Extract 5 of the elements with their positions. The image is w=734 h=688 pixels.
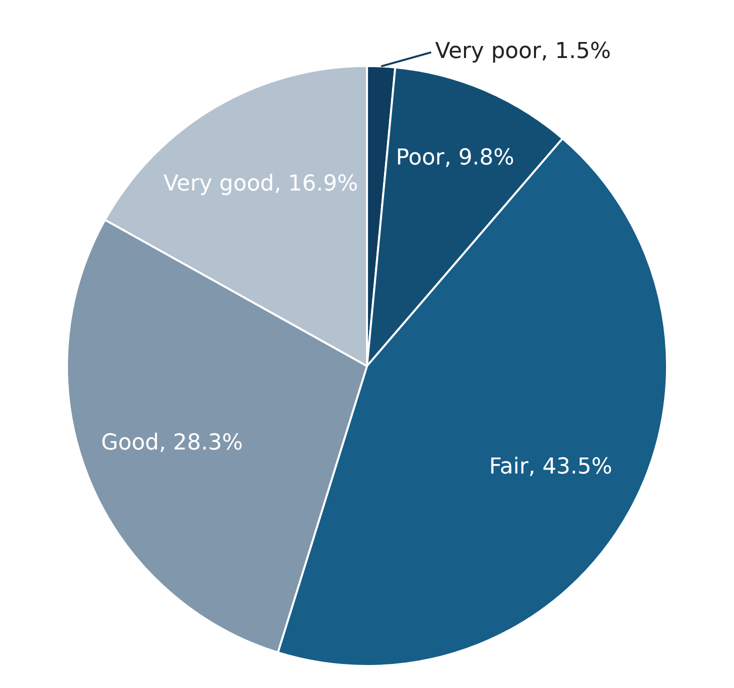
slice-label: Very poor, 1.5% [435, 39, 611, 64]
slice-label: Good, 28.3% [101, 430, 243, 456]
slice-label: Poor, 9.8% [396, 146, 514, 171]
slice-label: Very good, 16.9% [163, 172, 358, 197]
slice-label: Fair, 43.5% [489, 454, 612, 480]
